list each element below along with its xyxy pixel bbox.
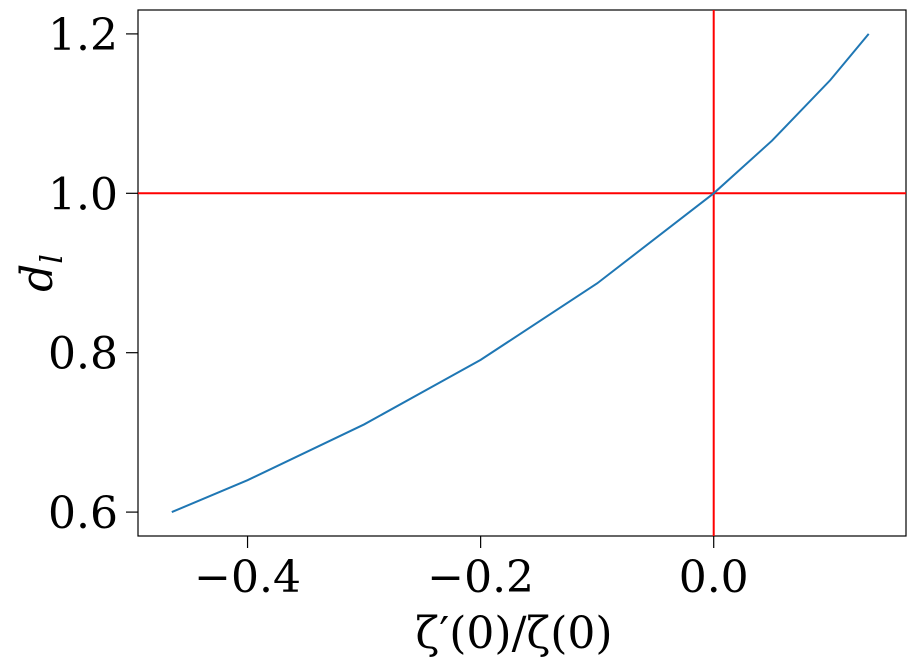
y-label-main: d xyxy=(12,264,63,292)
x-tick-label: 0.0 xyxy=(679,552,749,603)
y-tick-label: 0.8 xyxy=(48,329,118,380)
data-line xyxy=(171,33,870,514)
y-tick-label: 1.2 xyxy=(48,10,118,61)
x-tick-label: −0.2 xyxy=(427,552,534,603)
x-axis-label: ζ′(0)/ζ(0) xyxy=(415,608,612,659)
y-axis-label: dl xyxy=(12,254,70,292)
x-tick-label: −0.4 xyxy=(194,552,301,603)
plot-frame xyxy=(137,9,907,537)
y-label-sub: l xyxy=(35,254,70,264)
y-tick-label: 1.0 xyxy=(48,169,118,220)
y-tick-label: 0.6 xyxy=(48,488,118,539)
